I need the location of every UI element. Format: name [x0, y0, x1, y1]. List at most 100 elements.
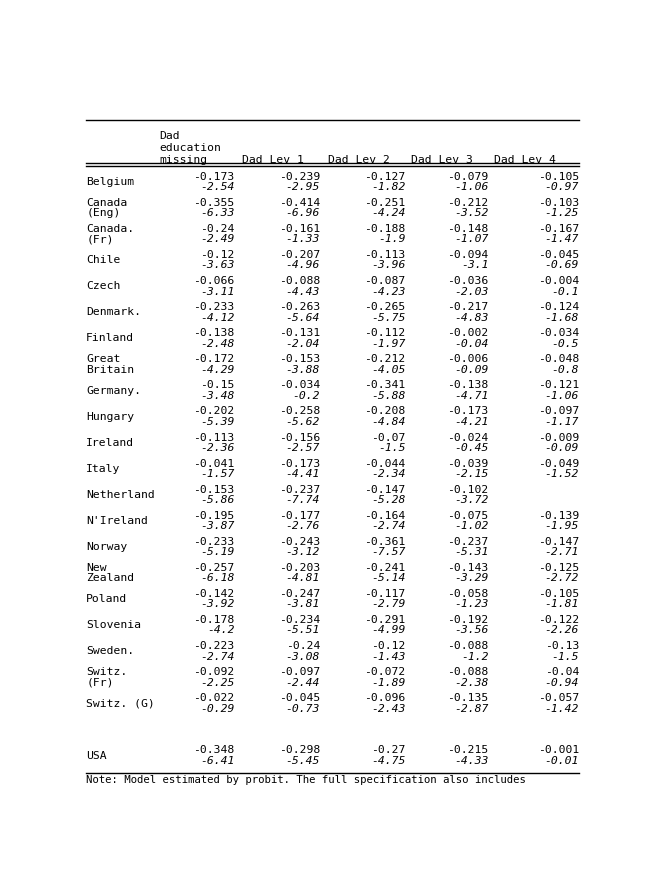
Text: -5.64: -5.64 [286, 313, 320, 323]
Text: -0.177: -0.177 [279, 511, 320, 521]
Text: -0.212: -0.212 [364, 355, 406, 364]
Text: -1.42: -1.42 [545, 704, 579, 714]
Text: -5.62: -5.62 [286, 417, 320, 427]
Text: -5.75: -5.75 [371, 313, 406, 323]
Text: -2.15: -2.15 [454, 469, 489, 479]
Text: -2.79: -2.79 [371, 599, 406, 609]
Text: -5.45: -5.45 [286, 756, 320, 765]
Text: -0.202: -0.202 [193, 406, 234, 416]
Text: -0.29: -0.29 [200, 704, 234, 714]
Text: -0.195: -0.195 [193, 511, 234, 521]
Text: -0.153: -0.153 [279, 355, 320, 364]
Text: -3.88: -3.88 [286, 364, 320, 375]
Text: -0.355: -0.355 [193, 198, 234, 208]
Text: -0.094: -0.094 [447, 250, 489, 260]
Text: -2.44: -2.44 [286, 677, 320, 687]
Text: Dad Lev 3: Dad Lev 3 [411, 156, 472, 165]
Text: -2.26: -2.26 [545, 626, 579, 636]
Text: -0.69: -0.69 [545, 260, 579, 270]
Text: -0.291: -0.291 [364, 615, 406, 625]
Text: -0.105: -0.105 [538, 589, 579, 599]
Text: -0.034: -0.034 [279, 380, 320, 390]
Text: -0.217: -0.217 [447, 302, 489, 312]
Text: -0.167: -0.167 [538, 224, 579, 234]
Text: -1.2: -1.2 [461, 652, 489, 661]
Text: -1.33: -1.33 [286, 235, 320, 244]
Text: -0.113: -0.113 [364, 250, 406, 260]
Text: Denmark.: Denmark. [86, 308, 141, 317]
Text: -5.31: -5.31 [454, 548, 489, 557]
Text: -0.127: -0.127 [364, 172, 406, 182]
Text: -1.06: -1.06 [545, 391, 579, 401]
Text: -5.19: -5.19 [200, 548, 234, 557]
Text: Germany.: Germany. [86, 386, 141, 396]
Text: -4.41: -4.41 [286, 469, 320, 479]
Text: -1.25: -1.25 [545, 208, 579, 219]
Text: -0.034: -0.034 [538, 328, 579, 338]
Text: -0.94: -0.94 [545, 677, 579, 687]
Text: Dad Lev 4: Dad Lev 4 [494, 156, 556, 165]
Text: -2.03: -2.03 [454, 286, 489, 297]
Text: -4.83: -4.83 [454, 313, 489, 323]
Text: Poland: Poland [86, 594, 127, 605]
Text: -1.89: -1.89 [371, 677, 406, 687]
Text: -0.139: -0.139 [538, 511, 579, 521]
Text: -2.57: -2.57 [286, 443, 320, 453]
Text: -1.95: -1.95 [545, 521, 579, 532]
Text: -0.147: -0.147 [364, 485, 406, 494]
Text: -2.36: -2.36 [200, 443, 234, 453]
Text: -0.234: -0.234 [279, 615, 320, 625]
Text: -0.153: -0.153 [193, 485, 234, 494]
Text: -0.73: -0.73 [286, 704, 320, 714]
Text: -2.49: -2.49 [200, 235, 234, 244]
Text: -2.95: -2.95 [286, 182, 320, 192]
Text: -2.87: -2.87 [454, 704, 489, 714]
Text: education: education [159, 143, 221, 153]
Text: -0.237: -0.237 [279, 485, 320, 494]
Text: -0.04: -0.04 [454, 339, 489, 348]
Text: -0.24: -0.24 [200, 224, 234, 234]
Text: -0.142: -0.142 [193, 589, 234, 599]
Text: -6.18: -6.18 [200, 573, 234, 583]
Text: Chile: Chile [86, 255, 121, 265]
Text: -1.68: -1.68 [545, 313, 579, 323]
Text: -4.96: -4.96 [286, 260, 320, 270]
Text: -0.09: -0.09 [454, 364, 489, 375]
Text: Netherland: Netherland [86, 490, 155, 500]
Text: -2.54: -2.54 [200, 182, 234, 192]
Text: -1.81: -1.81 [545, 599, 579, 609]
Text: -0.01: -0.01 [545, 756, 579, 765]
Text: -1.02: -1.02 [454, 521, 489, 532]
Text: Ireland: Ireland [86, 437, 134, 448]
Text: Dad Lev 2: Dad Lev 2 [328, 156, 389, 165]
Text: Hungary: Hungary [86, 412, 134, 421]
Text: -0.138: -0.138 [193, 328, 234, 338]
Text: -0.103: -0.103 [538, 198, 579, 208]
Text: -0.173: -0.173 [193, 172, 234, 182]
Text: -6.33: -6.33 [200, 208, 234, 219]
Text: -3.1: -3.1 [461, 260, 489, 270]
Text: Note: Model estimated by probit. The full specification also includes: Note: Model estimated by probit. The ful… [86, 775, 526, 785]
Text: -0.07: -0.07 [371, 433, 406, 443]
Text: -3.56: -3.56 [454, 626, 489, 636]
Text: -0.045: -0.045 [279, 693, 320, 703]
Text: -0.243: -0.243 [279, 537, 320, 547]
Text: -4.33: -4.33 [454, 756, 489, 765]
Text: (Fr): (Fr) [86, 235, 114, 244]
Text: Switz.: Switz. [86, 667, 127, 677]
Text: -0.092: -0.092 [193, 667, 234, 677]
Text: -4.81: -4.81 [286, 573, 320, 583]
Text: -3.52: -3.52 [454, 208, 489, 219]
Text: -0.173: -0.173 [447, 406, 489, 416]
Text: -1.97: -1.97 [371, 339, 406, 348]
Text: Canada.: Canada. [86, 224, 134, 234]
Text: Great: Great [86, 355, 121, 364]
Text: -4.21: -4.21 [454, 417, 489, 427]
Text: -0.075: -0.075 [447, 511, 489, 521]
Text: -0.341: -0.341 [364, 380, 406, 390]
Text: -1.82: -1.82 [371, 182, 406, 192]
Text: -0.178: -0.178 [193, 615, 234, 625]
Text: Sweden.: Sweden. [86, 646, 134, 656]
Text: -6.96: -6.96 [286, 208, 320, 219]
Text: -0.096: -0.096 [364, 693, 406, 703]
